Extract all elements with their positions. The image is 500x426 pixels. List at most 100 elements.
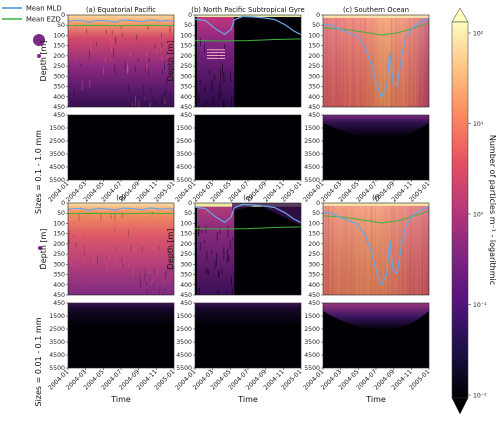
panel-f-upper-heatmap: [323, 203, 429, 295]
panel-e-upper-frame: [194, 202, 302, 296]
depth-tick-label: 250: [308, 251, 320, 258]
panel-b: (b) North Pacific Subtropical Gyre050100…: [166, 6, 305, 214]
colorbar: 10² 10¹ 10⁰ 10⁻¹ 10⁻² Number of particles m⁻…: [451, 7, 497, 415]
panel-c: (c) Southern Ocean 0 50 100 150 200 250 300 350 4…: [302, 6, 431, 214]
panel-e-upper-heatmap: [195, 203, 301, 295]
depth-tick-label: 100: [53, 32, 65, 39]
depth-tick-label: 300: [308, 73, 320, 80]
depth-tick-label: 4500: [304, 164, 320, 171]
panel-d-lower-heatmap: [68, 303, 174, 368]
depth-tick-label: 4500: [49, 352, 65, 359]
depth-tick-label: 2500: [176, 326, 192, 333]
panel-d-upper-heatmap: [68, 203, 174, 295]
depth-tick-label: 350: [180, 84, 192, 91]
depth-tick-label: 0: [316, 12, 320, 19]
legend: Mean MLD Mean EZD: [2, 5, 62, 24]
depth-tick-label: 1500: [49, 313, 65, 320]
panel-a-ylabel: Depth [m]: [39, 41, 48, 82]
panel-c-mld-line: [323, 18, 429, 99]
depth-tick-label: 50: [312, 22, 320, 29]
depth-tick-label: 400: [308, 94, 320, 101]
depth-tick-label: 50: [57, 22, 65, 29]
depth-tick-label: 0: [188, 12, 192, 19]
depth-tick-label: 50: [57, 210, 65, 217]
depth-tick-label: 3500: [176, 151, 192, 158]
colorbar-label: Number of particles m⁻¹ - logarithmic: [488, 135, 497, 285]
panel-a-lower-heatmap: [68, 115, 174, 180]
depth-tick-label: 350: [308, 84, 320, 91]
colorbar-body: [451, 21, 469, 399]
colorbar-tick-label: 10⁰: [473, 212, 484, 219]
panel-e-xlabel: Time: [237, 395, 258, 404]
colorbar-tick-label: 10²: [473, 31, 484, 38]
depth-tick-label: 100: [308, 32, 320, 39]
row-label-top: Sizes = 0.1 - 1.0 mm: [34, 130, 43, 214]
colorbar-tick-label: 10¹: [473, 121, 484, 128]
depth-tick-label: 450: [53, 292, 65, 299]
panel-e-mld-line: [195, 203, 301, 224]
depth-tick-label: 350: [53, 272, 65, 279]
panel-d-upper-frame: [67, 202, 175, 296]
depth-tick-label: 200: [53, 241, 65, 248]
depth-tick-label: 5500: [304, 365, 320, 372]
panel-b-ezd-line: [195, 38, 301, 42]
size-marker-small: [38, 246, 42, 250]
depth-tick-label: 250: [180, 63, 192, 70]
depth-tick-label: 200: [180, 53, 192, 60]
panel-b-upper-frame: [194, 14, 302, 108]
depth-tick-label: 250: [180, 251, 192, 258]
colorbar-tick-label: 10⁻¹: [473, 302, 487, 309]
legend-mld-label: Mean MLD: [26, 5, 62, 13]
depth-tick-label: 2500: [49, 326, 65, 333]
depth-tick-label: 200: [308, 53, 320, 60]
depth-tick-label: 400: [53, 94, 65, 101]
depth-tick-label: 3500: [49, 151, 65, 158]
row-label-bottom: Sizes = 0.01 - 0.1 mm: [34, 317, 43, 406]
depth-tick-label: 450: [180, 300, 192, 307]
size-marker-medium: [37, 54, 41, 58]
depth-tick-label: 0: [316, 200, 320, 207]
depth-tick-label: 4500: [304, 352, 320, 359]
depth-tick-label: 450: [308, 112, 320, 119]
depth-tick-label: 450: [180, 292, 192, 299]
depth-tick-label: 5500: [49, 365, 65, 372]
colorbar-ticks: 10² 10¹ 10⁰ 10⁻¹ 10⁻²: [468, 31, 487, 400]
panel-a-upper-frame: [67, 14, 175, 108]
panel-d-ezd-line: [68, 212, 174, 215]
panel-f-lower-heatmap: [323, 303, 429, 368]
depth-tick-label: 250: [53, 251, 65, 258]
depth-tick-label: 250: [53, 63, 65, 70]
depth-tick-label: 150: [180, 231, 192, 238]
depth-tick-label: 1500: [304, 125, 320, 132]
depth-tick-label: 2500: [176, 138, 192, 145]
panel-d-mld-line: [68, 207, 174, 211]
size-marker-large: [33, 34, 45, 46]
depth-tick-label: 4500: [176, 352, 192, 359]
panel-b-upper-heatmap: [195, 15, 301, 107]
depth-tick-label: 450: [180, 104, 192, 111]
depth-tick-label: 0: [61, 12, 65, 19]
panel-e-title: (e): [243, 194, 253, 202]
depth-tick-label: 300: [53, 261, 65, 268]
depth-tick-label: 50: [184, 210, 192, 217]
depth-tick-label: 0: [61, 200, 65, 207]
panel-a: (a) Equatorial Pacific 0 50 100 150 200 250 300…: [39, 6, 176, 214]
depth-tick-label: 150: [53, 43, 65, 50]
depth-tick-label: 1500: [304, 313, 320, 320]
depth-tick-label: 350: [180, 272, 192, 279]
depth-tick-label: 400: [308, 282, 320, 289]
panel-d-xlabel: Time: [110, 395, 131, 404]
panel-b-ylabel: Depth [m]: [166, 41, 175, 82]
depth-tick-label: 300: [308, 261, 320, 268]
depth-tick-label: 100: [180, 32, 192, 39]
depth-tick-label: 3500: [304, 339, 320, 346]
depth-tick-label: 5500: [176, 177, 192, 184]
depth-tick-label: 350: [53, 84, 65, 91]
depth-tick-label: 2500: [49, 138, 65, 145]
depth-tick-label: 450: [53, 104, 65, 111]
depth-tick-label: 450: [53, 112, 65, 119]
panel-f-upper-frame: [322, 202, 430, 296]
depth-tick-label: 0: [188, 200, 192, 207]
